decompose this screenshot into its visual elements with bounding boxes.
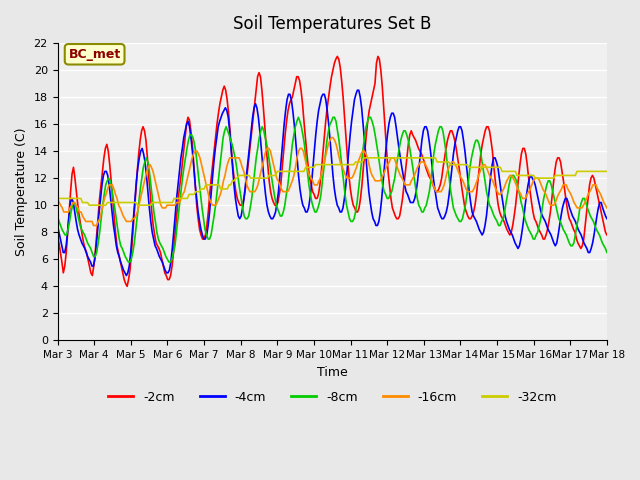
Text: BC_met: BC_met — [68, 48, 121, 61]
Legend: -2cm, -4cm, -8cm, -16cm, -32cm: -2cm, -4cm, -8cm, -16cm, -32cm — [103, 385, 561, 408]
Y-axis label: Soil Temperature (C): Soil Temperature (C) — [15, 127, 28, 256]
Title: Soil Temperatures Set B: Soil Temperatures Set B — [233, 15, 431, 33]
X-axis label: Time: Time — [317, 366, 348, 379]
